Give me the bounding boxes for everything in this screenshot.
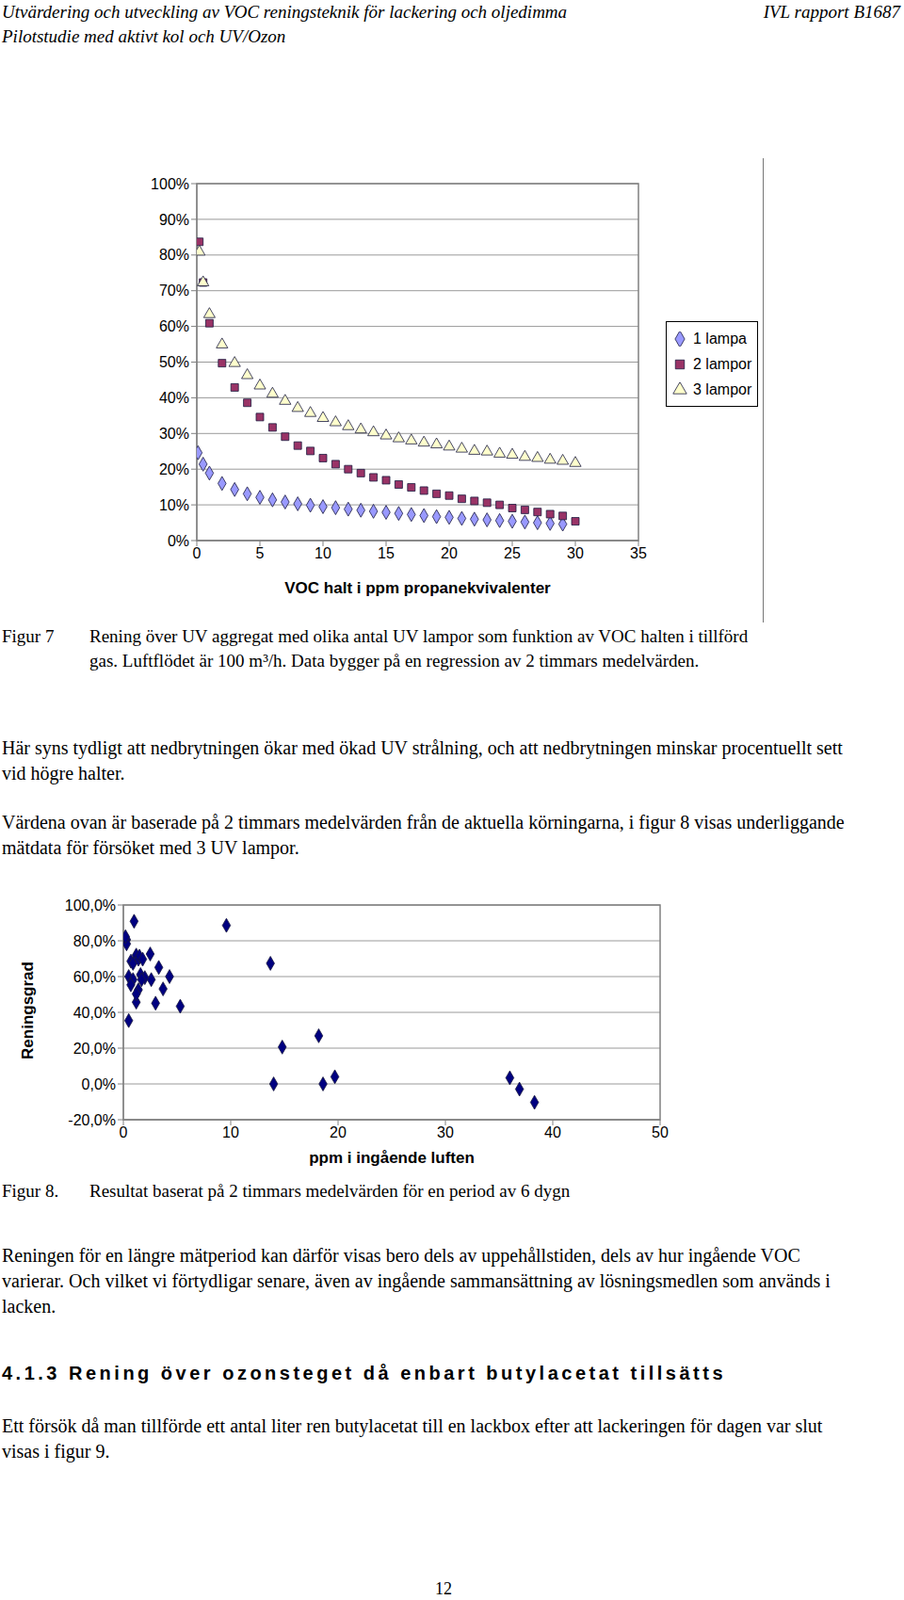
- svg-text:10: 10: [222, 1124, 240, 1141]
- svg-text:0: 0: [119, 1124, 129, 1141]
- html-text:Figur 7: Figur 7: [1, 626, 55, 646]
- svg-text:50%: 50%: [159, 354, 190, 371]
- svg-text:100%: 100%: [150, 176, 190, 193]
- html-text:Figur 8.: Figur 8.: [1, 1180, 59, 1201]
- svg-text:10: 10: [314, 545, 332, 562]
- html-text:Här syns tydligt att nedbrytni: Här syns tydligt att nedbrytningen ökar …: [1, 737, 843, 784]
- svg-text:30: 30: [436, 1124, 454, 1141]
- html-text:2 lampor: 2 lampor: [693, 355, 752, 372]
- svg-text:0,0%: 0,0%: [81, 1076, 116, 1093]
- svg-text:35: 35: [629, 545, 647, 562]
- svg-text:50: 50: [651, 1124, 669, 1141]
- html-text:4.1.3 Rening över ozonsteget d: 4.1.3 Rening över ozonsteget då enbart b…: [1, 1362, 727, 1384]
- svg-text:-20,0%: -20,0%: [67, 1112, 116, 1129]
- svg-text:25: 25: [503, 545, 521, 562]
- svg-text:VOC halt i ppm propanekvivalen: VOC halt i ppm propanekvivalenter: [284, 579, 551, 598]
- html-text:Resultat baserat på 2 timmars: Resultat baserat på 2 timmars medelvärde…: [89, 1180, 570, 1201]
- svg-text:0: 0: [193, 545, 202, 562]
- html-text:Utvärdering och utveckling av: Utvärdering och utveckling av VOC rening…: [1, 1, 567, 22]
- html-text:Rening över UV aggregat med ol: Rening över UV aggregat med olika antal …: [89, 626, 748, 671]
- html-text:IVL rapport B1687: IVL rapport B1687: [763, 1, 901, 22]
- svg-text:40%: 40%: [159, 389, 190, 406]
- svg-text:20: 20: [440, 545, 458, 562]
- svg-text:30: 30: [566, 545, 584, 562]
- html-text:Värdena ovan är baserade på 2: Värdena ovan är baserade på 2 timmars me…: [1, 811, 845, 858]
- svg-text:70%: 70%: [159, 282, 190, 299]
- svg-text:20%: 20%: [159, 461, 190, 478]
- svg-text:40,0%: 40,0%: [73, 1004, 116, 1021]
- svg-text:ppm i ingående luften: ppm i ingående luften: [308, 1148, 475, 1167]
- html-text:Pilotstudie med aktivt kol och: Pilotstudie med aktivt kol och UV/Ozon: [1, 26, 286, 47]
- svg-text:40: 40: [544, 1124, 562, 1141]
- svg-text:10%: 10%: [159, 497, 190, 514]
- svg-text:60%: 60%: [159, 318, 190, 335]
- svg-text:15: 15: [377, 545, 395, 562]
- svg-text:90%: 90%: [159, 211, 190, 228]
- html-text:Reningen för en längre mätperi: Reningen för en längre mätperiod kan där…: [1, 1244, 831, 1317]
- svg-text:60,0%: 60,0%: [73, 968, 116, 985]
- svg-text:5: 5: [256, 545, 265, 562]
- html-text:12: 12: [435, 1579, 452, 1599]
- html-text:Ett försök då man tillförde et: Ett försök då man tillförde ett antal li…: [1, 1415, 823, 1462]
- html-text:Reningsgrad: Reningsgrad: [18, 961, 37, 1060]
- svg-text:80%: 80%: [159, 246, 190, 263]
- svg-text:20,0%: 20,0%: [73, 1040, 116, 1057]
- html-text:1 lampa: 1 lampa: [693, 330, 747, 347]
- html-text:3 lampor: 3 lampor: [693, 380, 752, 397]
- svg-text:0%: 0%: [167, 532, 190, 549]
- svg-text:100,0%: 100,0%: [64, 897, 116, 914]
- svg-text:20: 20: [329, 1124, 347, 1141]
- svg-text:30%: 30%: [159, 425, 190, 442]
- svg-text:80,0%: 80,0%: [73, 933, 116, 950]
